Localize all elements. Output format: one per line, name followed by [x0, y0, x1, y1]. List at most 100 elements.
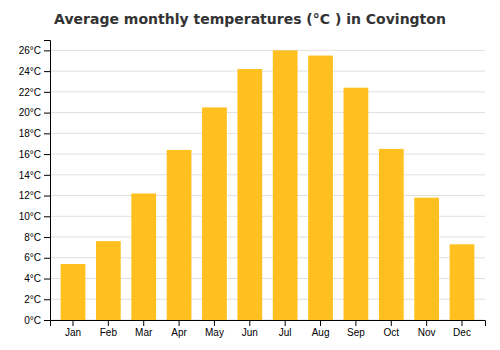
- x-tick: Feb: [100, 320, 118, 338]
- bar: [202, 107, 227, 320]
- grid-line: [50, 154, 485, 155]
- bar: [61, 264, 86, 320]
- x-tick: Oct: [383, 320, 399, 338]
- x-tick-mark: [214, 320, 215, 326]
- y-tick: 26°C: [19, 45, 50, 56]
- y-tick-mark: [44, 133, 50, 134]
- x-tick: Sep: [347, 320, 365, 338]
- y-tick: 20°C: [19, 107, 50, 118]
- y-tick-label: 12°C: [19, 190, 41, 201]
- x-tick-mark: [320, 320, 321, 326]
- x-axis-line: [51, 321, 486, 327]
- x-tick-mark: [355, 320, 356, 326]
- x-tick-mark: [426, 320, 427, 326]
- bar: [308, 56, 333, 320]
- y-axis: 0°C 2°C 4°C 6°C 8°C 10°C 12°C 14°C 16°C 18°C 20°C 2…: [19, 41, 51, 326]
- x-tick-label: Sep: [347, 327, 365, 338]
- x-tick-mark: [143, 320, 144, 326]
- x-tick-label: Oct: [383, 327, 399, 338]
- x-tick-label: Dec: [453, 327, 471, 338]
- grid-line: [50, 112, 485, 113]
- y-tick: 0°C: [24, 315, 50, 326]
- y-tick-mark: [44, 258, 50, 259]
- y-tick-mark: [44, 279, 50, 280]
- x-axis: Jan Feb Mar Apr May Jun Jul Aug Sep Oct Nov Dec: [51, 320, 486, 338]
- bar: [379, 149, 404, 320]
- y-tick-mark: [44, 50, 50, 51]
- y-tick: 14°C: [19, 170, 50, 181]
- y-tick-mark: [44, 154, 50, 155]
- y-tick: 4°C: [24, 273, 50, 284]
- y-tick-label: 4°C: [24, 273, 41, 284]
- x-tick: Jul: [279, 320, 292, 338]
- y-tick: 18°C: [19, 128, 50, 139]
- y-tick: 8°C: [24, 232, 50, 243]
- bar: [450, 244, 475, 320]
- y-tick-mark: [44, 71, 50, 72]
- chart: Jan Feb Mar Apr May Jun Jul Aug Sep Oct Nov Dec 0°C 2…: [0, 0, 500, 350]
- bar: [167, 150, 192, 320]
- bar: [237, 69, 262, 320]
- y-tick-label: 16°C: [19, 149, 41, 160]
- y-tick-mark: [44, 113, 50, 114]
- y-tick: 6°C: [24, 252, 50, 263]
- x-tick-mark: [179, 320, 180, 326]
- grid-line: [50, 195, 485, 196]
- plot: Jan Feb Mar Apr May Jun Jul Aug Sep Oct Nov Dec 0°C 2…: [19, 41, 486, 339]
- y-tick-label: 8°C: [24, 232, 41, 243]
- x-tick-label: Apr: [171, 327, 187, 338]
- x-tick: Jan: [65, 320, 81, 338]
- y-tick-mark: [44, 299, 50, 300]
- y-tick-mark: [44, 216, 50, 217]
- bar: [414, 198, 439, 320]
- x-tick: Aug: [312, 320, 330, 338]
- grid-line: [50, 174, 485, 175]
- y-tick: 10°C: [19, 211, 50, 222]
- x-tick: Nov: [418, 320, 436, 338]
- x-tick: Mar: [135, 320, 153, 338]
- x-tick-label: May: [205, 327, 224, 338]
- x-tick-mark: [285, 320, 286, 326]
- y-tick-label: 20°C: [19, 107, 41, 118]
- title: Average monthly temperatures (°C ) in Co…: [54, 11, 446, 27]
- x-tick-label: Feb: [100, 327, 118, 338]
- y-tick-label: 18°C: [19, 128, 41, 139]
- x-tick-label: Mar: [135, 327, 153, 338]
- bar: [344, 88, 369, 320]
- y-tick-mark: [44, 237, 50, 238]
- x-tick-label: Jun: [242, 327, 258, 338]
- x-tick-mark: [72, 320, 73, 326]
- x-tick-mark: [108, 320, 109, 326]
- y-tick: 22°C: [19, 87, 50, 98]
- y-tick-mark: [44, 196, 50, 197]
- y-tick: 12°C: [19, 190, 50, 201]
- y-tick-label: 0°C: [24, 315, 41, 326]
- x-tick: May: [205, 320, 224, 338]
- grid-line: [50, 91, 485, 92]
- bars: [61, 50, 475, 320]
- grid: [50, 50, 485, 320]
- bar: [273, 50, 298, 320]
- grid-line: [50, 50, 485, 51]
- x-tick-mark: [249, 320, 250, 326]
- y-tick-mark: [44, 175, 50, 176]
- y-tick-label: 24°C: [19, 66, 41, 77]
- x-tick-label: Aug: [312, 327, 330, 338]
- x-tick-mark: [462, 320, 463, 326]
- y-tick-label: 14°C: [19, 170, 41, 181]
- bar: [131, 193, 156, 320]
- y-tick: 24°C: [19, 66, 50, 77]
- x-tick: Jun: [242, 320, 258, 338]
- y-tick: 2°C: [24, 294, 50, 305]
- y-tick-mark: [44, 320, 50, 321]
- y-tick-label: 6°C: [24, 252, 41, 263]
- y-tick-mark: [44, 92, 50, 93]
- y-tick-label: 22°C: [19, 87, 41, 98]
- x-tick-label: Jan: [65, 327, 81, 338]
- bar: [96, 241, 121, 320]
- y-axis-line: [44, 41, 51, 321]
- y-tick: 16°C: [19, 149, 50, 160]
- x-tick-label: Nov: [418, 327, 436, 338]
- grid-line: [50, 133, 485, 134]
- x-tick: Apr: [171, 320, 187, 338]
